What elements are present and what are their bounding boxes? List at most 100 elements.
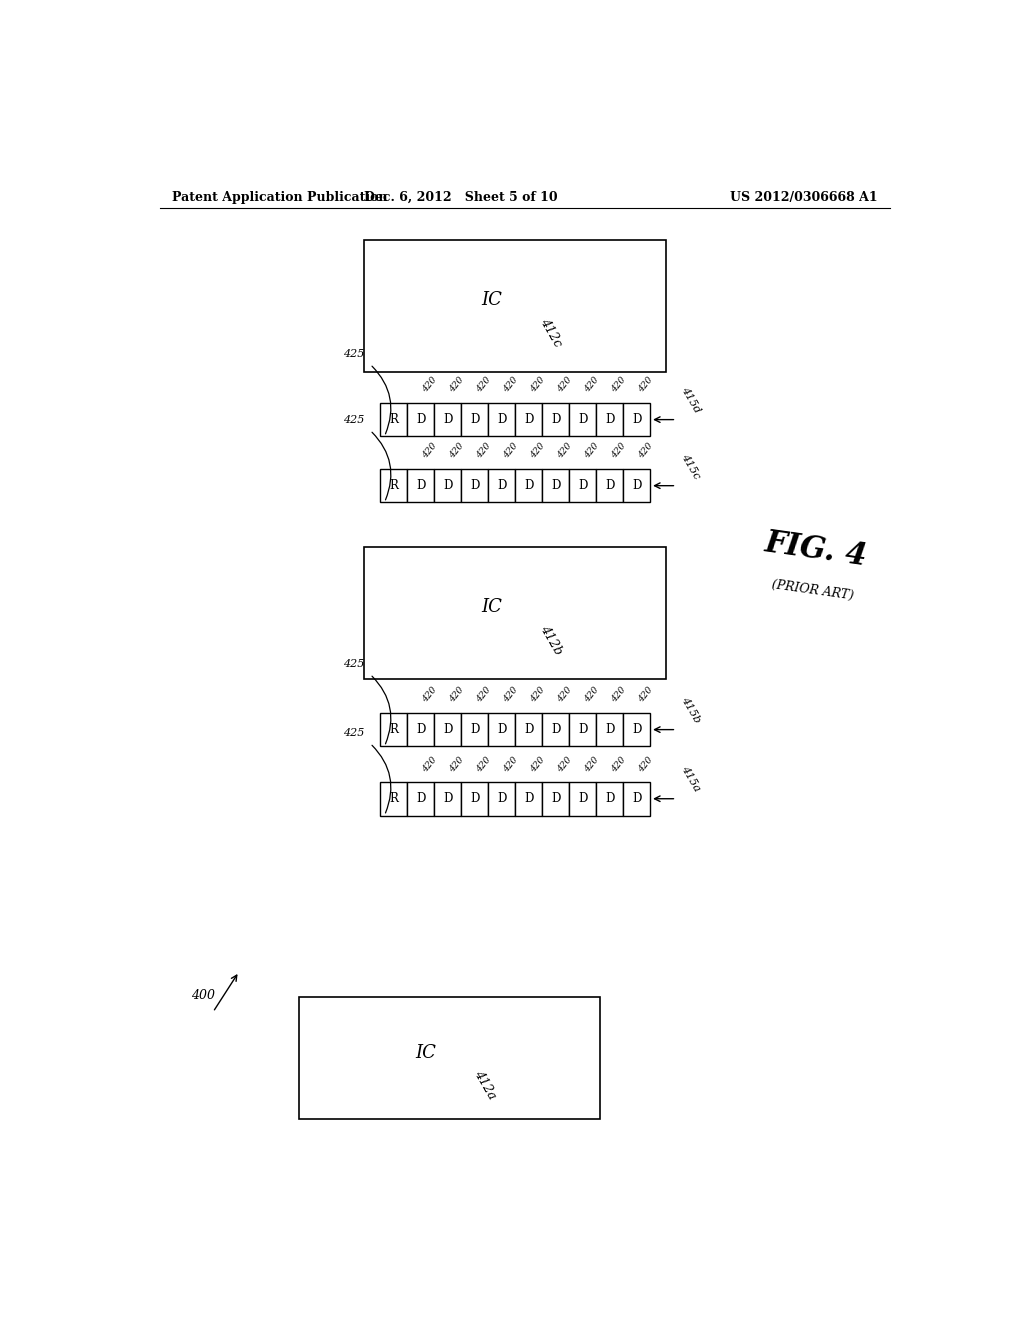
Bar [515, 781, 543, 816]
Text: D: D [443, 413, 453, 426]
Text: 420: 420 [475, 376, 493, 395]
Text: D: D [497, 792, 507, 805]
Text: D: D [632, 792, 641, 805]
Bar [569, 403, 596, 437]
Text: (PRIOR ART): (PRIOR ART) [771, 578, 854, 602]
Bar [461, 713, 488, 746]
Text: D: D [497, 479, 507, 492]
Text: 420: 420 [502, 755, 520, 774]
Text: 420: 420 [421, 442, 439, 461]
Bar [488, 469, 515, 503]
Bar [408, 403, 434, 437]
Text: D: D [578, 479, 588, 492]
Text: 420: 420 [447, 376, 466, 395]
Text: 420: 420 [528, 755, 547, 774]
Text: 420: 420 [528, 376, 547, 395]
Text: IC: IC [481, 292, 502, 309]
Text: 420: 420 [502, 685, 520, 705]
Text: D: D [443, 792, 453, 805]
Bar [408, 469, 434, 503]
Text: 420: 420 [637, 755, 654, 774]
Text: D: D [632, 413, 641, 426]
Text: 415a: 415a [680, 764, 702, 793]
Bar [624, 403, 650, 437]
Text: 425: 425 [343, 729, 365, 738]
Bar [408, 781, 434, 816]
Bar [434, 713, 462, 746]
Text: Dec. 6, 2012   Sheet 5 of 10: Dec. 6, 2012 Sheet 5 of 10 [365, 190, 558, 203]
Text: 420: 420 [637, 442, 654, 461]
Text: D: D [524, 792, 534, 805]
Bar [461, 403, 488, 437]
Bar [365, 546, 666, 678]
Text: 400: 400 [191, 989, 215, 1002]
Text: 425: 425 [343, 416, 365, 425]
Text: D: D [578, 723, 588, 737]
Bar [543, 469, 569, 503]
Bar [515, 713, 543, 746]
Text: D: D [443, 723, 453, 737]
Text: 420: 420 [475, 685, 493, 705]
Text: R: R [389, 479, 398, 492]
Text: D: D [524, 479, 534, 492]
Text: 425: 425 [343, 348, 365, 359]
Text: 415d: 415d [680, 385, 702, 414]
Bar [488, 781, 515, 816]
Bar [596, 781, 624, 816]
Bar [515, 403, 543, 437]
Text: D: D [524, 413, 534, 426]
Bar [488, 403, 515, 437]
Bar [461, 469, 488, 503]
Text: 420: 420 [609, 685, 628, 705]
Bar [624, 781, 650, 816]
Text: D: D [416, 723, 426, 737]
Text: FIG. 4: FIG. 4 [763, 527, 869, 573]
Text: D: D [605, 479, 614, 492]
Text: D: D [443, 479, 453, 492]
Text: 420: 420 [556, 755, 573, 774]
Text: D: D [416, 413, 426, 426]
Text: 420: 420 [609, 376, 628, 395]
Bar [434, 469, 462, 503]
Text: D: D [416, 792, 426, 805]
Bar [515, 469, 543, 503]
Text: D: D [470, 479, 479, 492]
Text: 420: 420 [637, 685, 654, 705]
Bar [543, 781, 569, 816]
Bar [596, 469, 624, 503]
Text: R: R [389, 792, 398, 805]
Text: 420: 420 [637, 376, 654, 395]
Text: 420: 420 [556, 442, 573, 461]
Text: D: D [497, 413, 507, 426]
Bar [488, 713, 515, 746]
Text: Patent Application Publication: Patent Application Publication [172, 190, 387, 203]
Text: D: D [470, 413, 479, 426]
Bar [569, 781, 596, 816]
Bar [434, 781, 462, 816]
Bar [543, 403, 569, 437]
Bar [624, 469, 650, 503]
Text: D: D [605, 792, 614, 805]
Text: 420: 420 [556, 376, 573, 395]
Bar [408, 713, 434, 746]
Bar [365, 240, 666, 372]
Text: 420: 420 [502, 376, 520, 395]
Text: D: D [578, 413, 588, 426]
Text: 420: 420 [421, 376, 439, 395]
Text: R: R [389, 723, 398, 737]
Text: D: D [470, 723, 479, 737]
Bar [543, 713, 569, 746]
Text: 420: 420 [421, 755, 439, 774]
Text: 420: 420 [583, 376, 601, 395]
Text: 420: 420 [609, 442, 628, 461]
Text: D: D [497, 723, 507, 737]
Text: D: D [470, 792, 479, 805]
Text: D: D [551, 479, 560, 492]
Text: 420: 420 [475, 442, 493, 461]
Bar [380, 713, 408, 746]
Text: 420: 420 [556, 685, 573, 705]
Bar [624, 713, 650, 746]
Text: 420: 420 [609, 755, 628, 774]
Bar [380, 403, 408, 437]
Bar [299, 997, 600, 1119]
